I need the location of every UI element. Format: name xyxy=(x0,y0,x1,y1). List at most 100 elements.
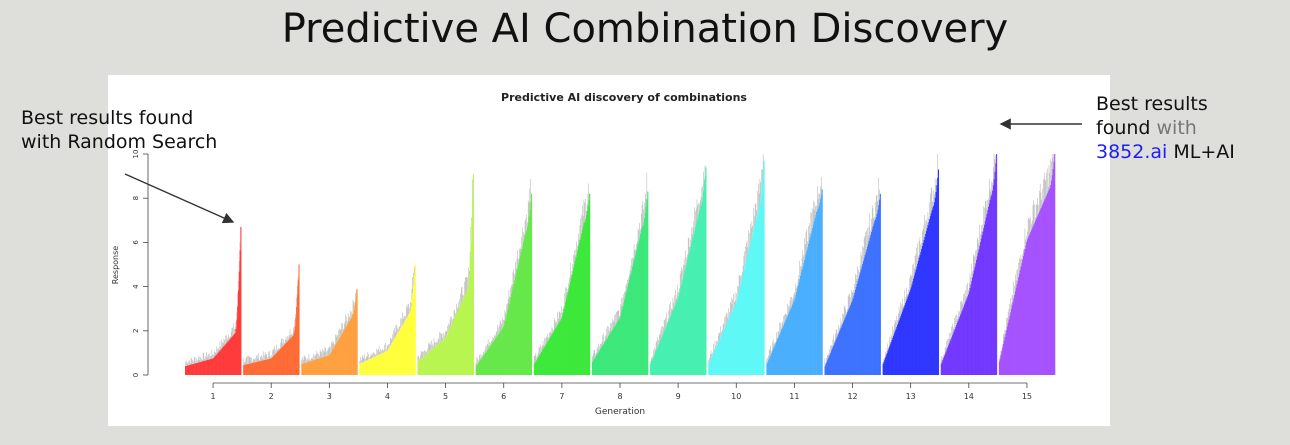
bar xyxy=(607,337,609,375)
bar xyxy=(533,363,535,375)
bar xyxy=(243,365,245,375)
bar xyxy=(467,288,469,375)
bar xyxy=(448,329,450,375)
bar xyxy=(966,298,968,375)
bar xyxy=(1039,209,1041,375)
bar xyxy=(501,329,503,375)
bar xyxy=(249,363,251,375)
bar xyxy=(718,340,720,375)
bar xyxy=(771,350,774,375)
bar xyxy=(311,360,313,375)
bar xyxy=(674,306,676,375)
bar xyxy=(741,280,743,375)
bar xyxy=(805,253,807,375)
bar xyxy=(366,360,368,375)
bar xyxy=(727,320,729,375)
x-axis-label: Generation xyxy=(595,407,645,417)
bar xyxy=(883,361,885,375)
bar xyxy=(683,273,685,375)
bar xyxy=(1014,291,1017,375)
bar xyxy=(554,328,556,375)
bar xyxy=(916,266,918,375)
bar xyxy=(405,320,407,375)
bar xyxy=(439,342,442,375)
bar xyxy=(306,362,308,375)
bar xyxy=(1010,308,1012,375)
bar xyxy=(289,338,291,375)
bar xyxy=(733,308,735,375)
bar xyxy=(843,320,845,375)
bar xyxy=(553,331,555,375)
bar xyxy=(930,213,932,375)
bar xyxy=(371,358,373,375)
bar xyxy=(610,332,612,375)
bar xyxy=(953,331,955,375)
bar xyxy=(728,319,730,375)
bar xyxy=(666,323,669,375)
bar xyxy=(461,301,463,375)
bar xyxy=(849,306,851,375)
bar xyxy=(946,349,948,375)
link-3852-ai[interactable]: 3852.ai xyxy=(1096,141,1168,163)
bar xyxy=(1030,231,1032,375)
bar xyxy=(561,315,563,375)
bar xyxy=(372,357,374,375)
bar xyxy=(573,267,575,375)
bar xyxy=(692,236,694,375)
bar xyxy=(801,269,803,375)
bar xyxy=(641,227,643,375)
bar xyxy=(233,334,235,375)
bar xyxy=(932,207,934,375)
bar xyxy=(353,310,355,375)
bar xyxy=(583,222,585,375)
bar xyxy=(1019,270,1021,375)
bar xyxy=(949,341,951,375)
bar xyxy=(502,326,505,375)
bar xyxy=(868,240,870,375)
bar xyxy=(898,320,900,375)
bar xyxy=(759,203,761,375)
y-axis-label: Response xyxy=(111,246,120,285)
bar xyxy=(201,361,203,375)
bar xyxy=(606,338,608,375)
bar xyxy=(873,223,875,375)
bar xyxy=(315,359,317,375)
bar xyxy=(396,335,398,375)
bar xyxy=(377,355,379,375)
bar xyxy=(555,327,557,375)
bar xyxy=(783,324,785,375)
bar xyxy=(622,306,624,375)
bar xyxy=(964,302,966,375)
bar xyxy=(751,236,753,375)
bar xyxy=(512,286,514,375)
bar xyxy=(917,260,919,375)
bar xyxy=(808,240,810,375)
y-tick-label: 8 xyxy=(132,196,140,200)
generation-8-bars xyxy=(591,172,649,375)
bar xyxy=(798,282,800,375)
bar xyxy=(937,177,939,375)
bar xyxy=(786,317,788,375)
bar xyxy=(814,218,816,375)
bar xyxy=(611,329,614,375)
x-tick-label: 5 xyxy=(443,392,448,401)
bar xyxy=(1034,222,1036,375)
bar xyxy=(624,296,626,375)
bar xyxy=(846,314,848,375)
bar xyxy=(770,354,772,375)
bar xyxy=(568,288,570,375)
bar xyxy=(784,321,786,375)
bar xyxy=(830,350,832,375)
bar xyxy=(1034,220,1037,375)
bar xyxy=(717,344,719,375)
bar xyxy=(921,248,923,375)
bar xyxy=(729,317,731,375)
bar xyxy=(251,363,253,375)
bar xyxy=(876,213,878,375)
bar xyxy=(676,300,678,375)
bar xyxy=(640,230,642,375)
bar xyxy=(907,296,909,375)
bar xyxy=(280,347,282,375)
bar xyxy=(529,209,531,375)
bar xyxy=(925,234,927,375)
